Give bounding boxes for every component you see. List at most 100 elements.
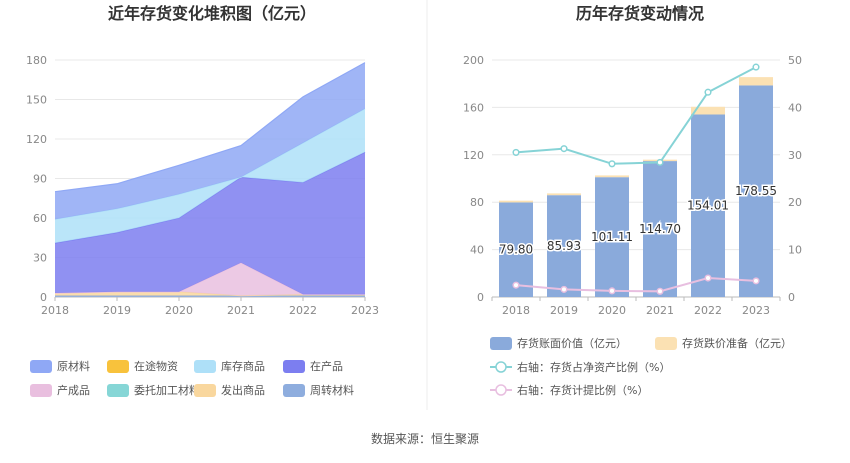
bar-impairment — [739, 77, 773, 86]
area-在产品 — [55, 152, 365, 295]
line-point-0 — [560, 145, 568, 153]
legend-label-line: 右轴：存货占净资产比例（%） — [517, 360, 670, 374]
right-x-tick-label: 2021 — [646, 304, 674, 317]
area-edge-原材料 — [54, 62, 366, 193]
left-y-tick-label: 30 — [33, 252, 47, 265]
right-y-tick-label: 120 — [463, 149, 484, 162]
left-x-axis: 2018 2019 2020 2021 2022 2023 — [41, 297, 379, 317]
right-y2-tick-label: 40 — [788, 101, 802, 114]
left-x-tick-label: 2019 — [103, 304, 131, 317]
right-y2-tick-label: 10 — [788, 244, 802, 257]
bar-impairment — [691, 106, 725, 115]
legend-label-在途物资: 在途物资 — [134, 359, 178, 373]
bar-book-value — [499, 202, 533, 297]
bar-value-label: 178.55 — [735, 184, 777, 198]
left-y-tick-label: 0 — [40, 291, 47, 304]
data-source: 数据来源：恒生聚源 — [371, 431, 479, 446]
legend-swatch-发出商品 — [194, 384, 216, 397]
line-point-1 — [560, 285, 568, 293]
line-point-1 — [752, 277, 760, 285]
left-chart-title: 近年存货变化堆积图（亿元） — [108, 4, 316, 23]
legend-label-库存商品: 库存商品 — [221, 359, 265, 373]
bar-book-value — [739, 85, 773, 298]
line-series-1 — [515, 277, 757, 293]
stacked-area-chart: 近年存货变化堆积图（亿元） 0 30 60 90 120 150 180 2018 2019 2… — [26, 4, 379, 397]
legend-swatch-委托加工材料 — [107, 384, 129, 397]
legend-swatch-在产品 — [283, 360, 305, 373]
bar-book-value — [547, 195, 581, 297]
bar-book-value — [595, 177, 629, 297]
left-x-tick-label: 2018 — [41, 304, 69, 317]
right-x-tick-label: 2023 — [742, 304, 770, 317]
right-x-tick-label: 2022 — [694, 304, 722, 317]
left-y-tick-label: 60 — [33, 212, 47, 225]
left-y-axis: 0 30 60 90 120 150 180 — [26, 54, 47, 304]
right-y-tick-label: 0 — [477, 291, 484, 304]
inventory-change-chart: 历年存货变动情况 79.80 85.93 101.11 114.70 154.01 178… — [463, 4, 802, 397]
left-y-tick-label: 180 — [26, 54, 47, 67]
legend-swatch-周转材料 — [283, 384, 305, 397]
line-point-0 — [512, 148, 520, 156]
legend-swatch-在途物资 — [107, 360, 129, 373]
legend-swatch-bar — [490, 337, 512, 350]
bar-impairment — [595, 175, 629, 178]
legend-line-marker — [495, 361, 507, 373]
legend-label-发出商品: 发出商品 — [221, 383, 265, 397]
right-y-tick-label: 40 — [470, 244, 484, 257]
left-areas — [54, 62, 366, 297]
line-point-1 — [656, 287, 664, 295]
right-y2-tick-label: 50 — [788, 54, 802, 67]
bar-value-label: 85.93 — [547, 239, 581, 253]
right-grid — [492, 59, 780, 298]
legend-swatch-bar — [655, 337, 677, 350]
bar-value-label: 79.80 — [499, 243, 533, 257]
right-x-axis: 2018 2019 2020 2021 2022 2023 — [491, 297, 781, 317]
left-x-tick-label: 2022 — [289, 304, 317, 317]
bar-book-value — [643, 161, 677, 297]
left-x-tick-label: 2020 — [165, 304, 193, 317]
right-y2-tick-label: 20 — [788, 196, 802, 209]
legend-label-line: 右轴：存货计提比例（%） — [517, 383, 648, 397]
right-y-tick-label: 160 — [463, 101, 484, 114]
right-chart-title: 历年存货变动情况 — [576, 4, 704, 23]
legend-label-产成品: 产成品 — [57, 383, 90, 397]
left-y-tick-label: 150 — [26, 94, 47, 107]
line-point-0 — [704, 88, 712, 96]
right-bars — [499, 77, 773, 298]
legend-label-bar: 存货账面价值（亿元） — [517, 336, 627, 350]
left-y-tick-label: 90 — [33, 173, 47, 186]
line-point-0 — [752, 63, 760, 71]
right-x-tick-label: 2020 — [598, 304, 626, 317]
left-y-tick-label: 120 — [26, 133, 47, 146]
line-point-1 — [704, 274, 712, 282]
legend-swatch-原材料 — [30, 360, 52, 373]
bar-value-label: 114.70 — [639, 222, 681, 236]
line-point-1 — [608, 287, 616, 295]
right-y2-axis: 0 10 20 30 40 50 — [788, 54, 802, 304]
bar-value-label: 101.11 — [591, 230, 633, 244]
right-y2-tick-label: 0 — [788, 291, 795, 304]
line-series-0 — [515, 66, 757, 165]
line-point-1 — [512, 281, 520, 289]
right-y-tick-label: 200 — [463, 54, 484, 67]
legend-label-在产品: 在产品 — [310, 359, 343, 373]
legend-label-委托加工材料: 委托加工材料 — [134, 383, 200, 397]
right-lines — [512, 63, 760, 295]
right-bar-labels: 79.80 85.93 101.11 114.70 154.01 178.55 — [497, 183, 778, 259]
right-y2-tick-label: 30 — [788, 149, 802, 162]
right-y-tick-label: 80 — [470, 196, 484, 209]
right-legend: 存货账面价值（亿元） 存货跌价准备（亿元） 右轴：存货占净资产比例（%） 右轴：存货计… — [490, 336, 792, 397]
right-x-tick-label: 2019 — [550, 304, 578, 317]
legend-label-bar: 存货跌价准备（亿元） — [682, 336, 792, 350]
line-point-0 — [656, 158, 664, 166]
line-point-0 — [608, 160, 616, 168]
legend-swatch-产成品 — [30, 384, 52, 397]
area-产成品 — [55, 262, 365, 296]
area-库存商品 — [55, 108, 365, 244]
legend-swatch-库存商品 — [194, 360, 216, 373]
right-x-tick-label: 2018 — [502, 304, 530, 317]
bar-book-value — [691, 114, 725, 297]
left-x-tick-label: 2023 — [351, 304, 379, 317]
